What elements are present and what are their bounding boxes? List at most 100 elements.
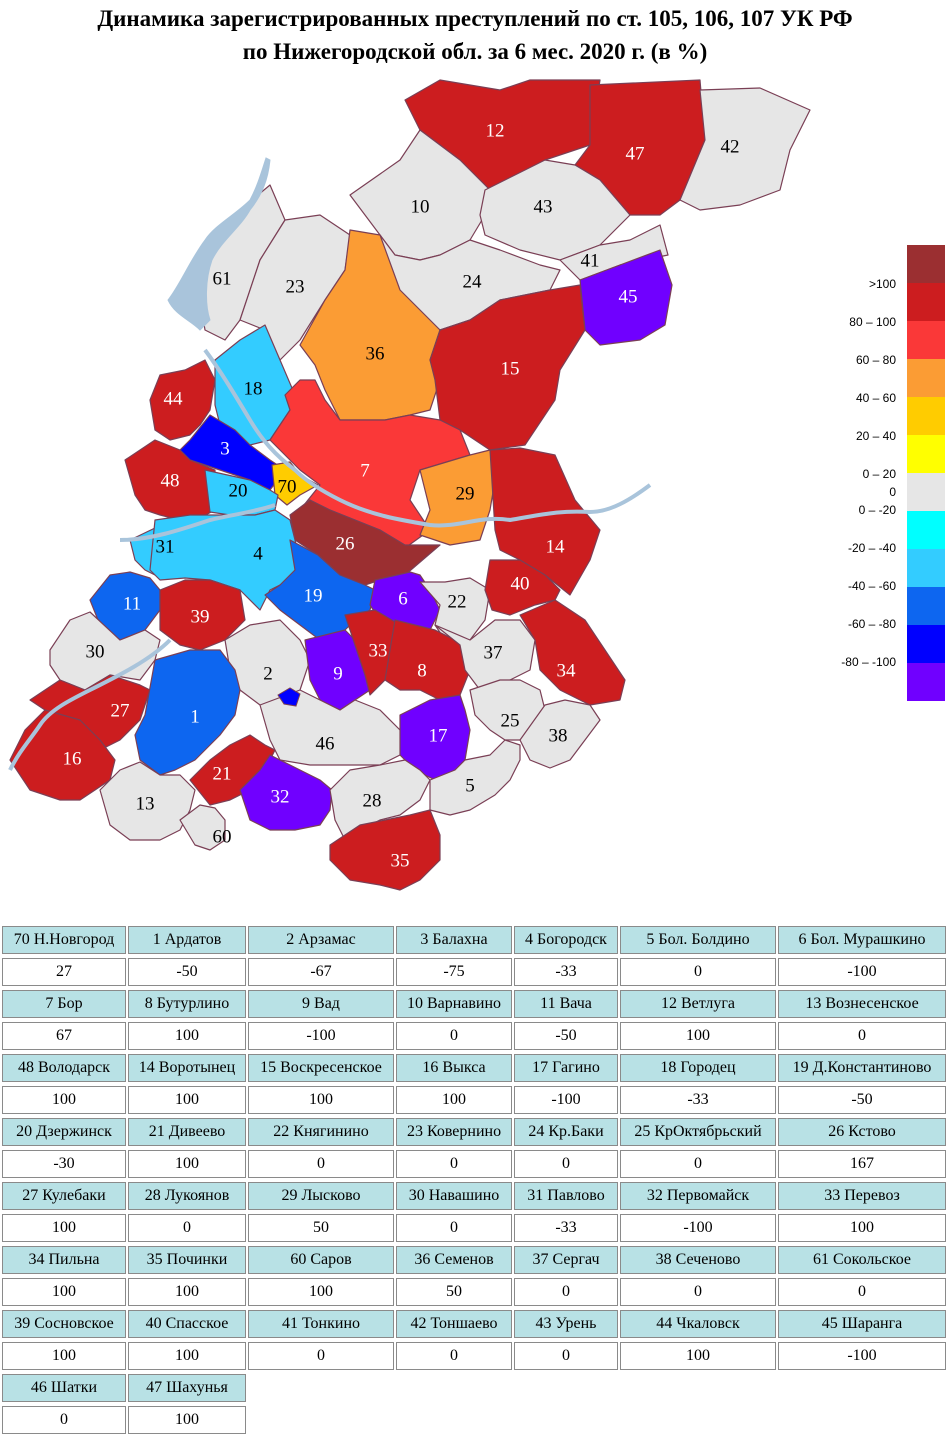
district-40 bbox=[484, 559, 561, 616]
district-name-cell: 5 Бол. Болдино bbox=[620, 926, 776, 954]
district-value-cell: -50 bbox=[778, 1086, 946, 1114]
district-name-cell: 34 Пильна bbox=[2, 1246, 126, 1274]
district-14 bbox=[489, 447, 601, 596]
district-label-35: 35 bbox=[391, 850, 410, 871]
district-label-40: 40 bbox=[511, 573, 530, 594]
volga-river bbox=[203, 348, 652, 528]
district-37 bbox=[434, 619, 536, 691]
district-value-cell: 0 bbox=[396, 1022, 512, 1050]
district-21 bbox=[189, 734, 276, 806]
district-value-cell: -75 bbox=[396, 958, 512, 986]
district-label-12: 12 bbox=[486, 120, 505, 141]
district-value-cell: 0 bbox=[248, 1342, 394, 1370]
district-name-cell: 23 Ковернино bbox=[396, 1118, 512, 1146]
district-label-42: 42 bbox=[721, 136, 740, 157]
district-label-41: 41 bbox=[581, 250, 600, 271]
district-label-47: 47 bbox=[626, 143, 645, 164]
district-label-43: 43 bbox=[534, 196, 553, 217]
district-value-cell: 0 bbox=[778, 1278, 946, 1306]
title-line-1: Динамика зарегистрированных преступлений… bbox=[97, 6, 853, 31]
district-value-cell: 100 bbox=[2, 1086, 126, 1114]
district-label-18: 18 bbox=[244, 378, 263, 399]
district-name-cell: 7 Бор bbox=[2, 990, 126, 1018]
district-value-cell: -30 bbox=[2, 1150, 126, 1178]
district-label-32: 32 bbox=[271, 786, 290, 807]
district-name-cell: 17 Гагино bbox=[514, 1054, 618, 1082]
district-label-24: 24 bbox=[463, 271, 483, 292]
reservoir bbox=[167, 157, 271, 331]
legend-label: 0 – -20 bbox=[858, 503, 896, 517]
district-name-cell: 20 Дзержинск bbox=[2, 1118, 126, 1146]
district-label-6: 6 bbox=[398, 588, 408, 609]
district-value-cell: 100 bbox=[128, 1150, 246, 1178]
district-value-cell: -100 bbox=[514, 1086, 618, 1114]
district-value-cell: 27 bbox=[2, 958, 126, 986]
district-value-cell: 0 bbox=[396, 1214, 512, 1242]
district-value-cell: 0 bbox=[2, 1406, 126, 1434]
district-value-cell: 100 bbox=[248, 1278, 394, 1306]
district-value-cell: 0 bbox=[620, 958, 776, 986]
legend-swatch bbox=[907, 283, 945, 321]
district-label-16: 16 bbox=[63, 748, 82, 769]
district-value-cell: 50 bbox=[396, 1278, 512, 1306]
district-value-cell: -100 bbox=[248, 1022, 394, 1050]
district-name-cell: 15 Воскресенское bbox=[248, 1054, 394, 1082]
district-name-cell: 28 Лукоянов bbox=[128, 1182, 246, 1210]
district-value-cell: 100 bbox=[128, 1086, 246, 1114]
district-name-cell: 43 Урень bbox=[514, 1310, 618, 1338]
district-name-cell: 9 Вад bbox=[248, 990, 394, 1018]
district-name-cell: 6 Бол. Мурашкино bbox=[778, 926, 946, 954]
district-name-cell: 40 Спасское bbox=[128, 1310, 246, 1338]
district-name-cell: 33 Перевоз bbox=[778, 1182, 946, 1210]
district-value-cell: 100 bbox=[2, 1342, 126, 1370]
district-label-38: 38 bbox=[549, 725, 568, 746]
legend-swatch bbox=[907, 511, 945, 549]
district-45 bbox=[579, 249, 673, 346]
district-name-cell: 36 Семенов bbox=[396, 1246, 512, 1274]
district-label-60: 60 bbox=[213, 826, 232, 847]
district-name-cell: 37 Сергач bbox=[514, 1246, 618, 1274]
legend-label: >100 bbox=[868, 277, 896, 291]
legend-swatch bbox=[907, 435, 945, 473]
district-name-cell: 27 Кулебаки bbox=[2, 1182, 126, 1210]
district-value-cell: 0 bbox=[514, 1342, 618, 1370]
district-label-19: 19 bbox=[304, 585, 323, 606]
district-39 bbox=[159, 579, 246, 651]
district-name-cell: 29 Лысково bbox=[248, 1182, 394, 1210]
district-label-61: 61 bbox=[213, 268, 232, 289]
district-label-46: 46 bbox=[316, 733, 335, 754]
district-value-cell: 0 bbox=[778, 1022, 946, 1050]
legend-label: 20 – 40 bbox=[855, 429, 896, 443]
district-value-cell: 0 bbox=[514, 1278, 618, 1306]
district-value-cell: 0 bbox=[620, 1278, 776, 1306]
district-name-cell: 21 Дивеево bbox=[128, 1118, 246, 1146]
district-name-cell: 31 Павлово bbox=[514, 1182, 618, 1210]
arzamas-city-enclave bbox=[277, 687, 301, 707]
legend-swatch bbox=[907, 359, 945, 397]
district-name-cell: 32 Первомайск bbox=[620, 1182, 776, 1210]
district-name-cell: 44 Чкаловск bbox=[620, 1310, 776, 1338]
district-value-cell: 0 bbox=[128, 1214, 246, 1242]
district-value-cell: 100 bbox=[128, 1406, 246, 1434]
district-value-cell: -50 bbox=[514, 1022, 618, 1050]
district-name-cell: 13 Вознесенское bbox=[778, 990, 946, 1018]
district-value-cell: -100 bbox=[778, 958, 946, 986]
district-label-30: 30 bbox=[86, 641, 105, 662]
legend-swatch bbox=[907, 245, 945, 283]
district-48 bbox=[124, 439, 216, 521]
district-15 bbox=[429, 284, 586, 451]
district-label-27: 27 bbox=[111, 700, 130, 721]
district-name-cell: 8 Бутурлино bbox=[128, 990, 246, 1018]
district-name-cell: 18 Городец bbox=[620, 1054, 776, 1082]
district-name-cell: 22 Княгинино bbox=[248, 1118, 394, 1146]
district-42 bbox=[679, 87, 811, 211]
district-34 bbox=[519, 599, 626, 706]
district-name-cell: 19 Д.Константиново bbox=[778, 1054, 946, 1082]
district-label-10: 10 bbox=[411, 196, 430, 217]
district-name-cell: 45 Шаранга bbox=[778, 1310, 946, 1338]
district-label-28: 28 bbox=[363, 790, 382, 811]
district-name-cell: 60 Саров bbox=[248, 1246, 394, 1274]
district-value-cell: -33 bbox=[514, 1214, 618, 1242]
legend-label: 80 – 100 bbox=[849, 315, 896, 329]
